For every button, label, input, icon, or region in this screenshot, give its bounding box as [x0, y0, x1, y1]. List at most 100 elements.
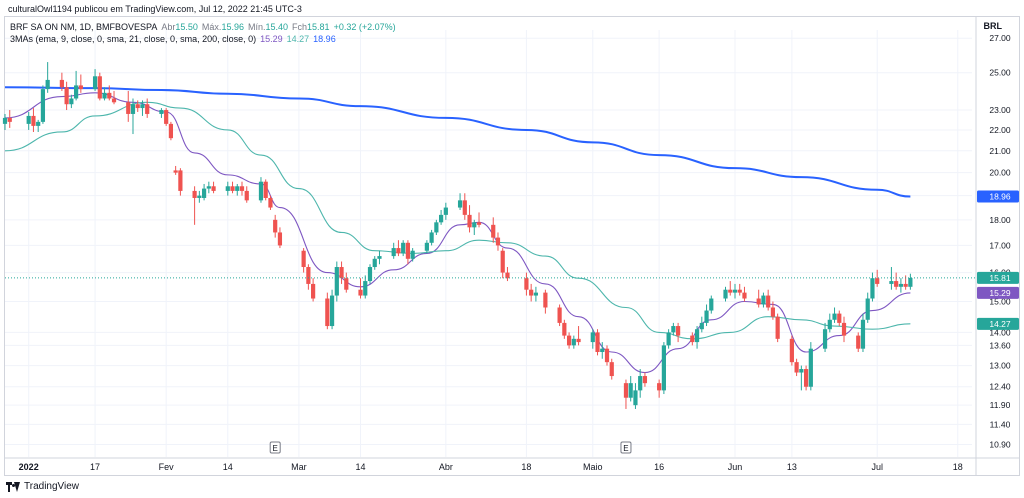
candle-down	[557, 304, 562, 327]
candle-down	[273, 214, 278, 238]
candle-down	[145, 98, 150, 118]
candle-body	[230, 186, 235, 191]
candle-down	[339, 261, 344, 284]
candle-body	[870, 278, 875, 299]
candle-body	[396, 248, 401, 254]
earnings-marker-box	[269, 441, 281, 454]
candle-body	[192, 190, 197, 198]
earnings-marker[interactable]: E	[620, 441, 632, 454]
ma-indicator-label[interactable]: 3MAs (ema, 9, close, 0, sma, 21, close, …	[10, 34, 257, 44]
candle-body	[576, 338, 581, 343]
x-tick-label: Fev	[159, 462, 175, 472]
open-value: 15.50	[175, 22, 198, 32]
candle-up	[102, 87, 107, 101]
candle-up	[140, 100, 145, 116]
candle-up	[633, 383, 638, 409]
candle-down	[500, 248, 505, 279]
candle-body	[903, 283, 908, 287]
candle-body	[827, 319, 832, 330]
candle-down	[609, 358, 614, 380]
candle-body	[803, 369, 809, 387]
candle-body	[529, 289, 534, 296]
high-label: Máx.	[201, 22, 222, 32]
candle-up	[661, 342, 666, 395]
candle-up	[694, 326, 700, 349]
candle-up	[377, 250, 382, 265]
candle-up	[429, 229, 434, 246]
candle-body	[372, 258, 377, 268]
candle-body	[562, 322, 567, 336]
candle-down	[476, 212, 482, 228]
candle-up	[699, 316, 704, 333]
candle-up	[827, 313, 832, 333]
candle-body	[661, 345, 666, 391]
candle-up	[36, 119, 41, 132]
close-label: Fch	[292, 22, 308, 32]
x-tick-label: 14	[223, 462, 233, 472]
y-tick-label: 11.40	[990, 419, 1011, 429]
candle-up	[424, 240, 429, 254]
candle-up	[391, 242, 396, 259]
candle-up	[860, 313, 866, 353]
candle-body	[2, 117, 8, 124]
candle-body	[623, 383, 629, 398]
y-tick-label: 14.00	[989, 327, 1011, 337]
x-tick-label: 13	[787, 462, 797, 472]
candle-body	[628, 383, 633, 398]
candle-down	[524, 272, 529, 296]
footer-brand-text: TradingView	[24, 481, 80, 492]
candle-body	[140, 104, 145, 109]
candle-body	[358, 289, 363, 296]
candle-body	[197, 195, 202, 198]
candle-body	[159, 110, 164, 114]
candle-body	[770, 307, 776, 317]
last-value-label: 15.81	[977, 271, 1019, 284]
x-tick-label: 14	[356, 462, 366, 472]
candle-up	[206, 181, 211, 194]
candle-up	[26, 111, 31, 130]
candle-body	[808, 348, 813, 387]
candle-body	[462, 200, 467, 215]
candle-body	[434, 222, 439, 233]
candle-body	[737, 289, 742, 293]
candle-up	[201, 183, 207, 201]
candle-body	[709, 298, 714, 311]
candle-body	[69, 98, 74, 105]
candle-up	[600, 342, 605, 359]
candle-down	[875, 269, 880, 287]
sma200-legend-value: 18.96	[313, 34, 336, 44]
candle-body	[334, 267, 339, 296]
x-tick-label: Jun	[728, 462, 743, 472]
candle-up	[235, 183, 240, 196]
y-tick-label: 18.00	[989, 215, 1011, 225]
candle-down	[405, 240, 411, 265]
candle-body	[894, 281, 899, 287]
candle-down	[306, 264, 311, 290]
earnings-marker-box	[620, 441, 632, 454]
y-tick-label: 20.00	[989, 168, 1011, 178]
candle-up	[638, 369, 643, 398]
candle-down	[277, 227, 283, 249]
candle-body	[856, 335, 861, 349]
candle-body	[543, 292, 548, 308]
candle-up	[472, 219, 477, 236]
x-tick-label: 16	[654, 462, 664, 472]
candle-body	[676, 326, 681, 336]
candle-body	[301, 250, 306, 268]
sma21-line	[4, 101, 911, 340]
candle-up	[832, 307, 837, 323]
candle-body	[865, 298, 870, 320]
currency-label: BRL	[983, 21, 1003, 31]
candle-up	[130, 98, 136, 135]
candle-up	[2, 113, 8, 130]
low-value: 15.40	[265, 22, 289, 32]
candle-body	[898, 283, 903, 287]
symbol-label[interactable]: BRF SA ON NM, 1D, BMFBOVESPA	[10, 22, 158, 32]
candle-body	[694, 329, 700, 343]
candle-down	[756, 289, 761, 308]
earnings-marker[interactable]: E	[269, 441, 281, 454]
candle-up	[74, 70, 79, 101]
candle-up	[822, 322, 828, 353]
candle-up	[761, 292, 766, 308]
